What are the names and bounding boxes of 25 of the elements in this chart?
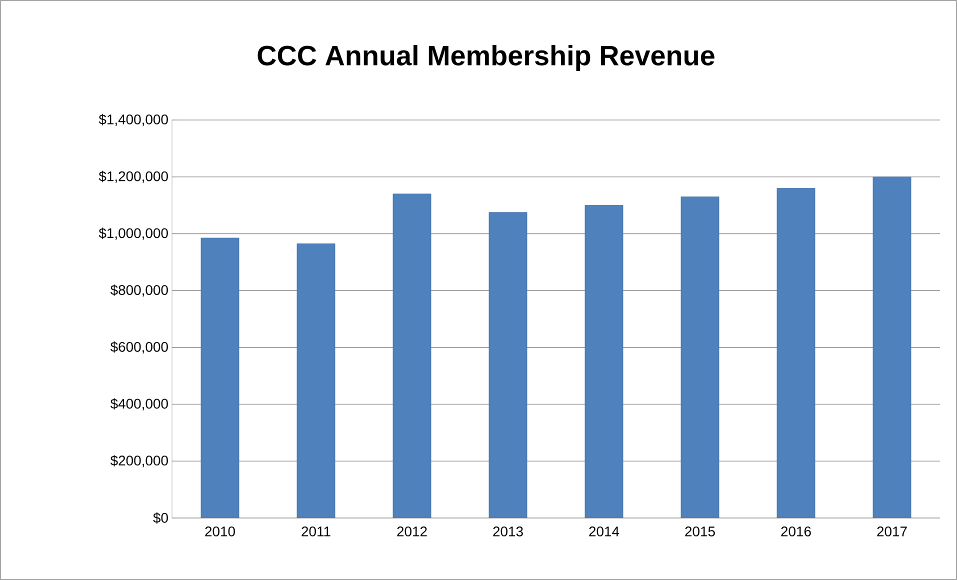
x-tick-label: 2012 xyxy=(397,526,427,536)
x-tick-label: 2017 xyxy=(877,526,907,536)
bar xyxy=(392,194,432,518)
x-tick-label: 2015 xyxy=(685,526,715,536)
y-tick-label: $1,200,000 xyxy=(98,170,168,183)
y-tick-label: $600,000 xyxy=(110,341,168,354)
x-tick-label: 2014 xyxy=(589,526,620,536)
y-tick-label: $800,000 xyxy=(110,284,168,297)
y-tick-label: $0 xyxy=(153,512,168,524)
bar xyxy=(584,205,624,518)
y-tick-label: $1,400,000 xyxy=(98,114,168,126)
x-tick-label: 2013 xyxy=(493,526,523,536)
bar xyxy=(680,196,720,518)
x-tick-label: 2011 xyxy=(302,526,330,536)
chart-title: CCC Annual Membership Revenue xyxy=(258,45,714,71)
bar xyxy=(296,243,336,518)
bar xyxy=(776,188,816,518)
y-tick-label: $1,000,000 xyxy=(98,228,168,240)
x-tick-label: 2010 xyxy=(205,526,235,536)
bar xyxy=(200,238,240,518)
bar xyxy=(488,212,528,518)
y-tick-label: $200,000 xyxy=(110,455,168,468)
y-tick-label: $400,000 xyxy=(110,398,168,410)
bar xyxy=(872,176,912,518)
x-tick-label: 2016 xyxy=(781,526,811,536)
